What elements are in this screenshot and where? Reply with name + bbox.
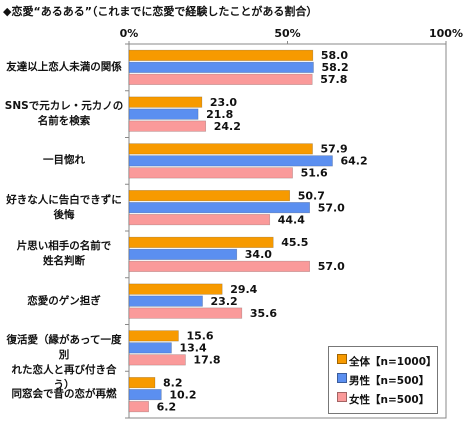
data-label: 34.0	[245, 248, 272, 261]
category-label-line: 友達以上恋人未満の関係	[6, 60, 122, 73]
bar	[128, 307, 243, 319]
bar	[128, 354, 186, 366]
bar	[128, 283, 223, 295]
bar	[128, 120, 207, 132]
data-label: 58.0	[321, 49, 348, 62]
legend-label: 男性【n=500】	[349, 375, 430, 387]
bar	[128, 260, 310, 272]
data-label: 35.6	[250, 307, 277, 320]
x-tick-label: 0%	[120, 27, 139, 40]
legend-label: 全体【n=1000】	[349, 356, 437, 368]
bar	[128, 190, 291, 202]
bar	[128, 49, 314, 61]
legend-swatch	[337, 354, 347, 364]
category-label: 同窓会で昔の恋が再燃	[4, 387, 124, 402]
category-label: 片思い相手の名前で 姓名判断	[4, 239, 124, 269]
category-label: 恋愛のゲン担ぎ	[4, 294, 124, 309]
category-label: SNSで元カレ・元カノの 名前を検索	[4, 99, 124, 129]
bar	[128, 236, 274, 248]
bar	[128, 377, 156, 389]
legend-item: 男性【n=500】	[337, 373, 429, 387]
category-label-line: 名前を検索	[37, 115, 91, 128]
data-label: 58.2	[321, 61, 348, 74]
bar	[128, 108, 199, 120]
bar	[128, 248, 238, 260]
category-label-line: れた恋人と再び付き合う）	[11, 363, 117, 391]
data-label: 29.4	[230, 283, 257, 296]
bar	[128, 342, 172, 354]
data-label: 15.6	[186, 330, 213, 343]
data-label: 57.0	[318, 201, 345, 214]
chart-title: ◆恋愛“あるある”（これまでに恋愛で経験したことがある割合）	[3, 5, 318, 18]
data-label: 64.2	[341, 155, 368, 168]
legend-item: 女性【n=500】	[337, 392, 429, 406]
data-label: 21.8	[206, 108, 233, 121]
data-label: 57.9	[321, 143, 348, 156]
x-tick-label: 100%	[429, 27, 463, 40]
data-label: 17.8	[193, 354, 220, 367]
bar	[128, 167, 293, 179]
data-label: 57.0	[318, 260, 345, 273]
bar	[128, 330, 179, 342]
data-label: 45.5	[281, 236, 308, 249]
category-label-line: 好きな人に告白できずに	[6, 193, 122, 206]
category-label: 復活愛（縁があって一度別 れた恋人と再び付き合う）	[4, 333, 124, 393]
data-label: 24.2	[214, 120, 241, 133]
bar	[128, 401, 149, 413]
data-label: 6.2	[157, 400, 177, 413]
category-label-line: 復活愛（縁があって一度別	[6, 333, 122, 361]
category-label: 一目惚れ	[4, 153, 124, 168]
data-label: 51.6	[301, 167, 328, 180]
data-label: 57.8	[320, 73, 347, 86]
data-label: 23.2	[211, 295, 238, 308]
category-label-line: 恋愛のゲン担ぎ	[27, 294, 101, 307]
legend-swatch	[337, 373, 347, 383]
category-label-line: SNSで元カレ・元カノの	[4, 100, 124, 113]
category-label: 好きな人に告白できずに 後悔	[4, 193, 124, 223]
legend-label: 女性【n=500】	[349, 394, 430, 406]
bar	[128, 295, 203, 307]
bar	[128, 155, 333, 167]
x-tick-label: 50%	[274, 27, 300, 40]
data-label: 23.0	[210, 96, 237, 109]
bar	[128, 143, 313, 155]
category-label-line: 同窓会で昔の恋が再燃	[11, 388, 117, 401]
data-label: 8.2	[163, 376, 183, 389]
data-label: 13.4	[179, 342, 206, 355]
legend-swatch	[337, 392, 347, 402]
bar	[128, 96, 203, 108]
category-label-line: 片思い相手の名前で	[16, 240, 112, 253]
legend: 全体【n=1000】 男性【n=500】 女性【n=500】	[328, 346, 438, 414]
data-label: 50.7	[298, 189, 325, 202]
bar	[128, 389, 162, 401]
data-label: 44.4	[278, 213, 305, 226]
category-label-line: 姓名判断	[43, 255, 85, 268]
category-label-line: 一目惚れ	[43, 154, 85, 167]
category-label: 友達以上恋人未満の関係	[4, 60, 124, 75]
legend-item: 全体【n=1000】	[337, 354, 437, 368]
data-label: 10.2	[169, 388, 196, 401]
bar	[128, 73, 313, 85]
bar	[128, 214, 271, 226]
bar	[128, 202, 310, 214]
bar	[128, 61, 314, 73]
category-label-line: 後悔	[53, 208, 75, 221]
